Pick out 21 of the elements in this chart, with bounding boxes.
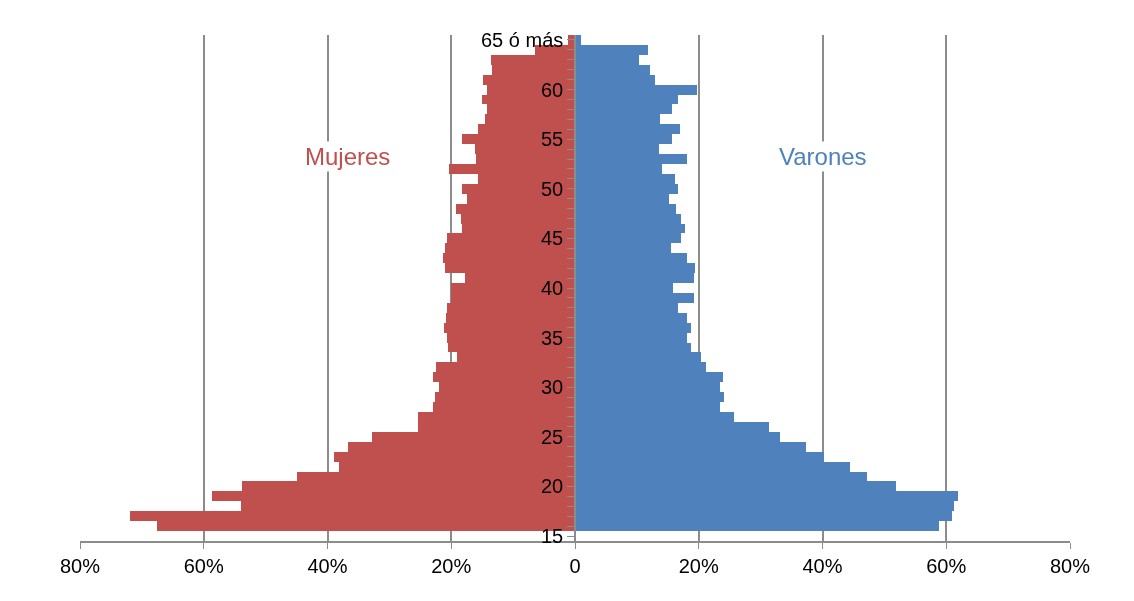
- x-tick-label: 80%: [59, 554, 101, 577]
- y-tick-label: 30: [541, 376, 564, 399]
- y-tick-label: 50: [541, 177, 564, 200]
- text: Varones: [779, 143, 867, 170]
- y-tick-label: 40: [541, 277, 564, 299]
- x-tick-label: 60%: [183, 554, 224, 577]
- x-tick-label: 40%: [307, 554, 348, 577]
- y-tick-label: 25: [541, 425, 564, 448]
- x-tick-label: 20%: [678, 554, 719, 577]
- x-tick-label: 20%: [431, 554, 472, 577]
- y-tick-label: 45: [541, 227, 564, 250]
- y-tick-label: 60: [541, 78, 564, 101]
- y-tick-label: 35: [541, 326, 564, 349]
- x-tick-label: 80%: [1049, 554, 1091, 577]
- text: Mujeres: [305, 143, 391, 170]
- y-tick-label: 15: [541, 525, 564, 548]
- y-tick-label: 20: [541, 475, 564, 498]
- x-tick-label: 40%: [802, 554, 843, 577]
- y-tick-label: 55: [541, 128, 564, 151]
- x-tick-label: 0: [569, 554, 581, 577]
- x-tick-label: 60%: [926, 554, 967, 577]
